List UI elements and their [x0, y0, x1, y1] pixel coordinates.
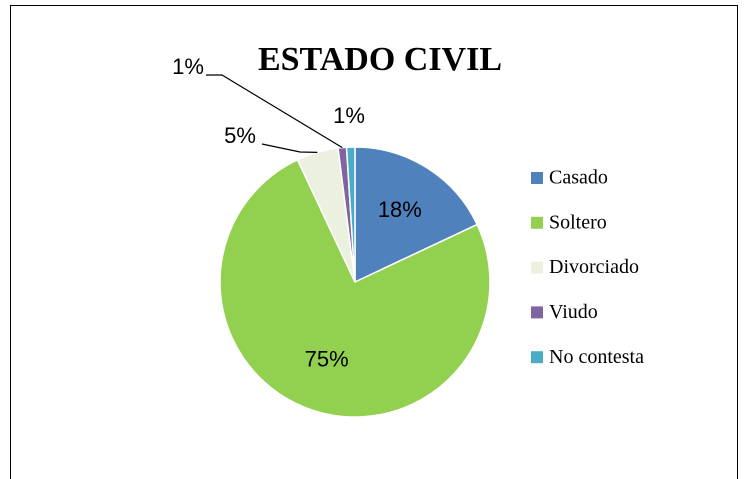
legend-label: Soltero: [549, 211, 607, 233]
pie-slice: [345, 146, 356, 283]
legend-swatch: [531, 261, 543, 274]
pie-slice: [354, 146, 479, 284]
legend-swatch: [531, 351, 543, 364]
leader-line: [206, 74, 343, 149]
data-label: 75%: [305, 347, 349, 372]
data-label: 1%: [172, 54, 204, 79]
legend-label: No contesta: [549, 346, 644, 368]
data-label: 18%: [378, 197, 422, 222]
legend-swatch: [531, 306, 543, 319]
chart-title: ESTADO CIVIL: [258, 41, 502, 78]
legend-label: Divorciado: [549, 256, 639, 278]
leader-line: [261, 143, 318, 153]
data-label: 1%: [333, 103, 365, 128]
legend-label: Casado: [549, 167, 608, 189]
pie-slice: [219, 158, 491, 418]
legend-swatch: [531, 172, 543, 184]
legend-swatch: [531, 216, 543, 229]
legend-label: Viudo: [549, 301, 598, 323]
data-label: 5%: [224, 123, 256, 148]
